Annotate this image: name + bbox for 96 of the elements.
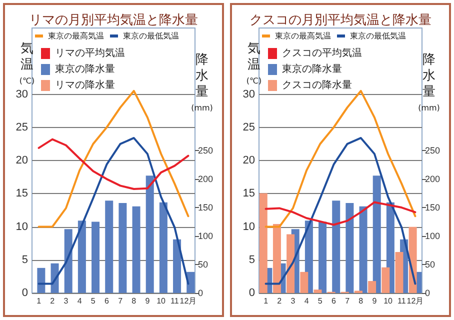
x-tick-label: 12月 xyxy=(180,296,197,306)
y2-tick-label: 250 xyxy=(425,146,440,156)
legend-label: 東京の降水量 xyxy=(55,63,115,75)
x-tick-label: 7 xyxy=(345,296,350,306)
bar xyxy=(105,200,114,293)
legend-label: 東京の降水量 xyxy=(282,63,342,75)
y-tick-label: 30 xyxy=(16,88,28,100)
line-series xyxy=(264,90,416,228)
line-series xyxy=(38,90,190,228)
y2-tick-label: 200 xyxy=(425,174,440,184)
y2-tick-label: 200 xyxy=(198,174,214,184)
y-tick-label: 25 xyxy=(16,121,28,134)
y2-tick-label: 50 xyxy=(198,260,208,270)
y-tick-label: 5 xyxy=(22,254,28,266)
y2-axis-title: 降水量(mm) xyxy=(418,52,440,112)
bar xyxy=(92,222,100,293)
x-tick-label: 11 xyxy=(397,296,406,306)
x-tick-label: 11 xyxy=(170,296,180,306)
legend-label: リマの平均気温 xyxy=(55,47,125,59)
bar xyxy=(146,176,154,293)
line-series xyxy=(38,138,190,190)
line-series xyxy=(264,136,416,285)
y-tick-label: 5 xyxy=(248,254,255,266)
bar xyxy=(159,202,168,293)
x-tick-label: 1 xyxy=(36,296,42,306)
y-tick-label: 15 xyxy=(16,188,28,200)
y2-tick-label: 100 xyxy=(425,231,440,242)
x-tick-label: 9 xyxy=(145,296,150,306)
x-tick-label: 4 xyxy=(77,296,82,306)
x-tick-label: 1 xyxy=(264,296,269,306)
bar xyxy=(314,290,322,293)
legend-label: クスコの平均気温 xyxy=(282,47,362,59)
y2-tick-label: 0 xyxy=(425,288,430,298)
x-tick-label: 5 xyxy=(90,296,96,306)
x-tick-label: 3 xyxy=(64,296,69,306)
y-tick-label: 15 xyxy=(242,188,255,200)
y-tick-label: 25 xyxy=(242,121,255,134)
x-tick-label: 4 xyxy=(304,296,310,306)
bar xyxy=(368,281,376,293)
x-tick-label: 5 xyxy=(318,296,323,306)
x-tick-label: 10 xyxy=(384,296,394,306)
bar xyxy=(173,239,182,293)
y-tick-label: 10 xyxy=(16,220,28,233)
x-tick-label: 6 xyxy=(104,296,110,306)
bar xyxy=(118,202,127,293)
y-tick-label: 0 xyxy=(248,287,255,299)
bar xyxy=(37,268,46,293)
bar xyxy=(132,206,140,293)
x-tick-label: 8 xyxy=(358,296,364,306)
x-tick-label: 3 xyxy=(290,296,296,306)
bar xyxy=(359,206,368,293)
y-tick-label: 10 xyxy=(242,220,255,233)
y-axis-title: 気温(℃) xyxy=(246,41,262,86)
bar xyxy=(286,234,295,293)
y2-tick-label: 0 xyxy=(198,288,204,298)
bar xyxy=(318,222,327,293)
bar xyxy=(272,224,281,293)
y-tick-label: 20 xyxy=(242,154,255,166)
chart-title: クスコの月別平均気温と降水量 xyxy=(250,13,432,28)
bar xyxy=(346,202,354,293)
bar xyxy=(332,200,340,293)
x-tick-label: 2 xyxy=(277,296,282,306)
legend-label: 東京の最低気温 xyxy=(123,32,179,40)
line-series xyxy=(38,136,190,285)
x-tick-label: 10 xyxy=(156,296,166,306)
y2-tick-label: 150 xyxy=(198,202,214,213)
y2-tick-label: 50 xyxy=(425,260,436,270)
bar xyxy=(259,193,268,293)
y-tick-label: 20 xyxy=(16,154,28,166)
bar xyxy=(382,267,390,293)
y2-tick-label: 250 xyxy=(198,146,214,156)
bar xyxy=(186,272,195,293)
y2-tick-label: 100 xyxy=(198,231,214,242)
x-tick-label: 12月 xyxy=(406,296,424,306)
bar xyxy=(64,229,72,293)
legend-label: クスコの降水量 xyxy=(282,79,352,91)
legend-label: 東京の最高気温 xyxy=(48,32,104,40)
chart-title: リマの月別平均気温と降水量 xyxy=(29,13,198,28)
y-tick-label: 0 xyxy=(22,287,28,299)
bar xyxy=(395,252,404,293)
bar xyxy=(78,220,86,293)
x-tick-label: 2 xyxy=(50,296,56,306)
y2-axis-title: 降水量(mm) xyxy=(191,52,213,112)
x-tick-label: 6 xyxy=(331,296,336,306)
legend-label: リマの降水量 xyxy=(55,79,115,91)
x-tick-label: 9 xyxy=(372,296,378,306)
bar xyxy=(300,272,308,293)
y-tick-label: 30 xyxy=(242,88,255,100)
line-series xyxy=(264,201,416,226)
y2-tick-label: 150 xyxy=(425,202,440,213)
x-tick-label: 8 xyxy=(132,296,137,306)
legend-label: 東京の最高気温 xyxy=(275,32,331,40)
legend-label: 東京の最低気温 xyxy=(350,32,406,40)
y-axis-title: 気温(℃) xyxy=(19,41,35,86)
x-tick-label: 7 xyxy=(118,296,124,306)
bar xyxy=(372,176,381,293)
